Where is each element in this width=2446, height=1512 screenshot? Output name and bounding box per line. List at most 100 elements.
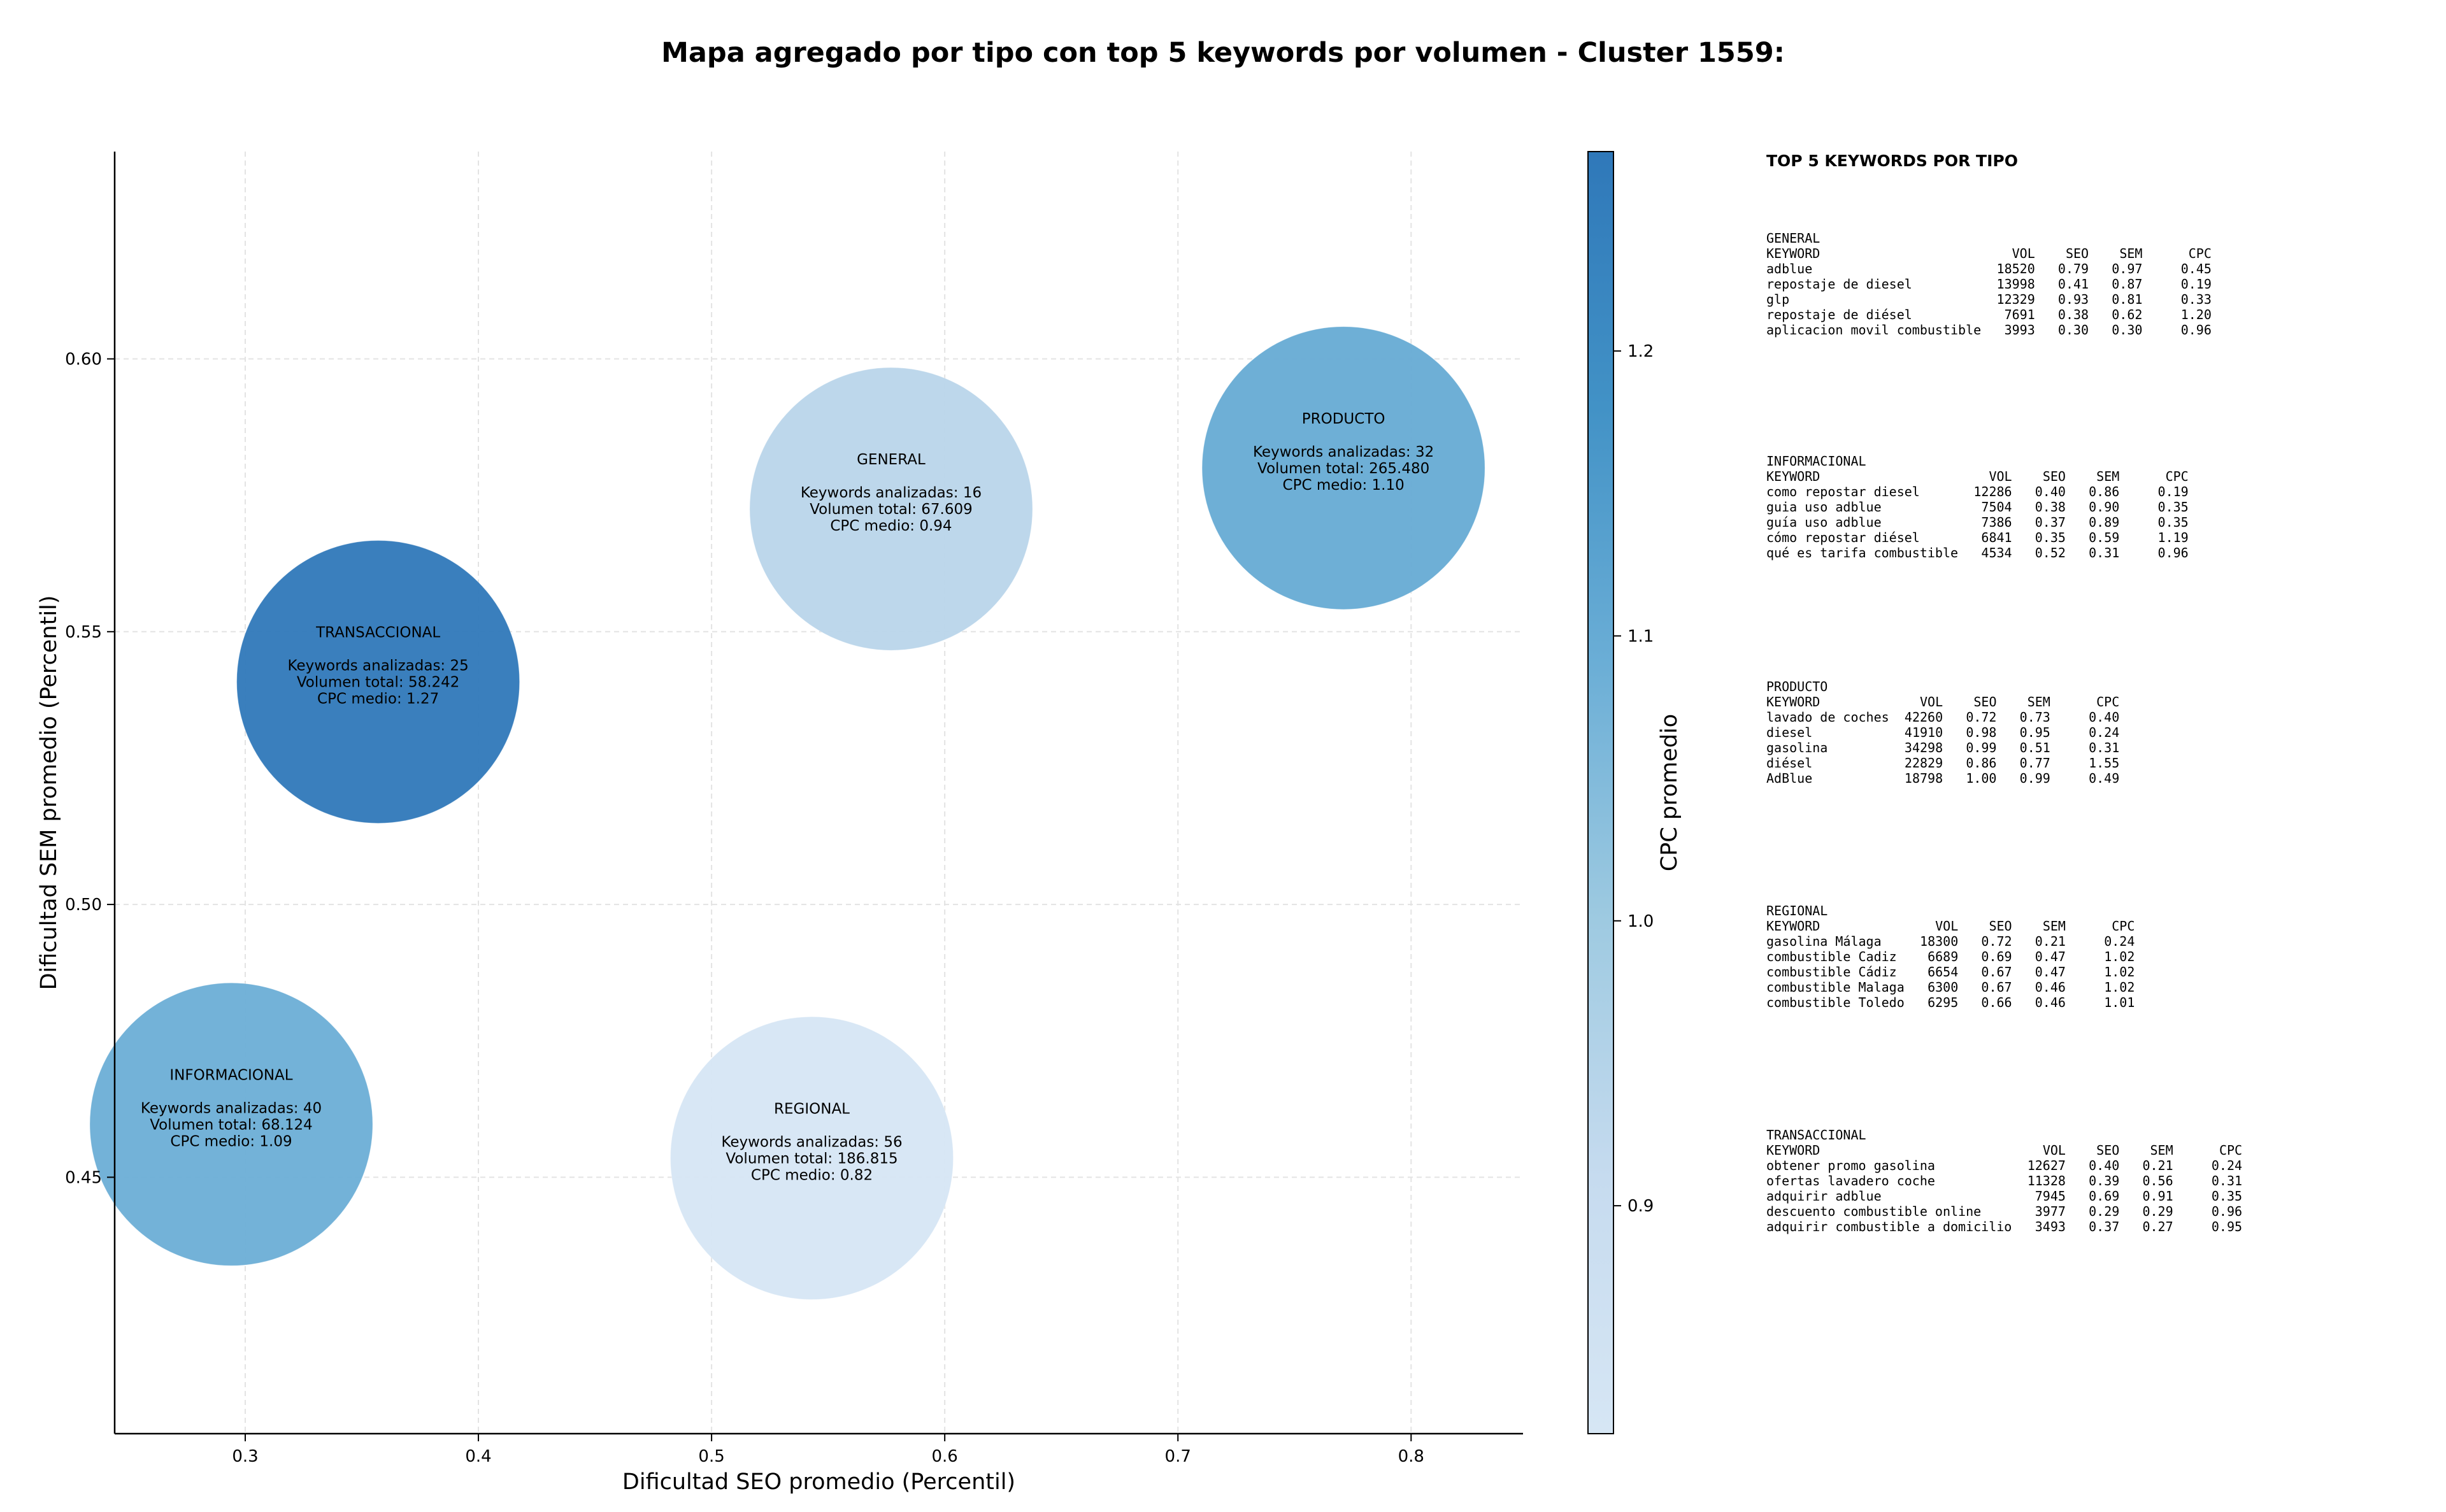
- keyword-table-regional: REGIONAL KEYWORD VOL SEO SEM CPC gasolina Mála…: [1766, 903, 2135, 1010]
- volume-cell: 12286: [1973, 484, 2012, 499]
- bubble-stat-label: CPC medio: 1.10: [1283, 477, 1405, 494]
- bubble-stat-label: CPC medio: 0.82: [751, 1167, 873, 1183]
- sem-cell: 0.29: [2142, 1204, 2173, 1219]
- cpc-cell: CPC: [2096, 694, 2120, 710]
- cpc-cell: 0.35: [2157, 499, 2189, 515]
- seo-cell: 0.98: [1966, 725, 1997, 740]
- bubble-stat-label: Keywords analizadas: 40: [141, 1100, 322, 1116]
- seo-cell: 0.69: [2089, 1188, 2120, 1204]
- colorbar-tick-label: 1.2: [1627, 342, 1654, 361]
- y-axis-label: Dificultad SEM promedio (Percentil): [36, 596, 62, 990]
- keyword-cell: KEYWORD: [1766, 246, 1820, 261]
- volume-cell: 12329: [1996, 292, 2035, 307]
- sem-cell: 0.73: [2019, 710, 2050, 725]
- seo-cell: 0.39: [2089, 1173, 2120, 1188]
- cpc-cell: 0.24: [2104, 934, 2135, 949]
- seo-cell: 0.40: [2089, 1158, 2120, 1173]
- sem-cell: 0.21: [2142, 1158, 2173, 1173]
- cpc-cell: CPC: [2112, 918, 2135, 934]
- bubble-type-label: INFORMACIONAL: [169, 1067, 292, 1083]
- cpc-cell: 0.19: [2180, 276, 2212, 292]
- bubble-type-label: REGIONAL: [774, 1101, 850, 1117]
- sem-cell: 0.81: [2112, 292, 2143, 307]
- sem-cell: SEM: [2096, 469, 2120, 484]
- cpc-cell: CPC: [2188, 246, 2212, 261]
- volume-cell: 7386: [1981, 515, 2012, 530]
- keyword-cell: adblue: [1766, 261, 1813, 276]
- keyword-cell: guia uso adblue: [1766, 499, 1882, 515]
- seo-cell: 0.72: [1966, 710, 1997, 725]
- keyword-cell: repostaje de diesel: [1766, 276, 1912, 292]
- cpc-cell: 1.19: [2157, 530, 2189, 545]
- volume-cell: 7691: [2004, 307, 2035, 322]
- bubble-stat-label: Volumen total: 68.124: [150, 1116, 313, 1133]
- keyword-table-header: KEYWORD VOL SEO SEM CPC: [1766, 694, 2119, 710]
- cpc-cell: 0.40: [2089, 710, 2120, 725]
- cpc-cell: 0.24: [2211, 1158, 2243, 1173]
- seo-cell: 0.38: [2057, 307, 2089, 322]
- seo-cell: 0.86: [1966, 755, 1997, 771]
- volume-cell: 34298: [1904, 740, 1943, 755]
- bubble-stat-label: Keywords analizadas: 56: [721, 1134, 902, 1150]
- keyword-table-row: adblue 18520 0.79 0.97 0.45: [1766, 261, 2212, 276]
- keyword-table-row: combustible Cádiz 6654 0.67 0.47 1.02: [1766, 964, 2135, 980]
- keyword-cell: descuento combustible online: [1766, 1204, 1982, 1219]
- sem-cell: 0.90: [2089, 499, 2120, 515]
- keyword-table-row: gasolina 34298 0.99 0.51 0.31: [1766, 740, 2119, 755]
- cpc-cell: 0.24: [2089, 725, 2120, 740]
- keyword-cell: diésel: [1766, 755, 1813, 771]
- cpc-cell: 1.02: [2104, 964, 2135, 980]
- x-axis-label: Dificultad SEO promedio (Percentil): [622, 1469, 1015, 1495]
- cpc-cell: 1.55: [2089, 755, 2120, 771]
- seo-cell: 0.37: [2035, 515, 2066, 530]
- axes: 0.3 0.4 0.5 0.6 0.7 0.8 0.45 0.50 0.55 0.60 Dificu…: [36, 152, 1523, 1495]
- bubble-stat-label: CPC medio: 1.27: [317, 691, 439, 708]
- keyword-table-transaccional: TRANSACCIONAL KEYWORD VOL SEO SEM CPC obtener …: [1766, 1127, 2242, 1234]
- cpc-cell: CPC: [2219, 1143, 2243, 1158]
- sem-cell: 0.86: [2089, 484, 2120, 499]
- sem-cell: 0.99: [2019, 771, 2050, 786]
- x-tick-label: 0.3: [232, 1447, 258, 1466]
- volume-cell: 12627: [2027, 1158, 2066, 1173]
- keyword-cell: ofertas lavadero coche: [1766, 1173, 1935, 1188]
- cpc-cell: 0.96: [2157, 545, 2189, 560]
- sem-cell: 0.77: [2019, 755, 2050, 771]
- keyword-cell: cómo repostar diésel: [1766, 530, 1920, 545]
- volume-cell: 3993: [2004, 322, 2035, 338]
- keyword-table-row: combustible Malaga 6300 0.67 0.46 1.02: [1766, 980, 2135, 995]
- seo-cell: 1.00: [1966, 771, 1997, 786]
- keyword-table-row: repostaje de diesel 13998 0.41 0.87 0.19: [1766, 276, 2212, 292]
- y-tick-label: 0.50: [65, 895, 102, 915]
- sem-cell: 0.21: [2035, 934, 2066, 949]
- x-tick-label: 0.6: [931, 1447, 957, 1466]
- keyword-table-row: repostaje de diésel 7691 0.38 0.62 1.20: [1766, 307, 2212, 322]
- sem-cell: 0.89: [2089, 515, 2120, 530]
- keyword-table-row: qué es tarifa combustible 4534 0.52 0.31 0.9…: [1766, 545, 2189, 560]
- keyword-table-row: cómo repostar diésel 6841 0.35 0.59 1.19: [1766, 530, 2189, 545]
- top-keywords-heading: TOP 5 KEYWORDS POR TIPO: [1766, 152, 2018, 170]
- x-tick-label: 0.8: [1398, 1447, 1424, 1466]
- keyword-cell: como repostar diesel: [1766, 484, 1920, 499]
- bubble-stat-label: Keywords analizadas: 16: [801, 485, 982, 501]
- chart-title: Mapa agregado por tipo con top 5 keyword…: [661, 37, 1785, 69]
- keyword-cell: combustible Cadiz: [1766, 949, 1897, 964]
- sem-cell: 0.47: [2035, 964, 2066, 980]
- volume-cell: 6841: [1981, 530, 2012, 545]
- sem-cell: SEM: [2150, 1143, 2173, 1158]
- keyword-table-header: KEYWORD VOL SEO SEM CPC: [1766, 469, 2189, 484]
- volume-cell: 6300: [1927, 980, 1959, 995]
- seo-cell: 0.69: [1981, 949, 2012, 964]
- keyword-cell: KEYWORD: [1766, 918, 1820, 934]
- keyword-table-type: TRANSACCIONAL: [1766, 1127, 1866, 1143]
- volume-cell: 6295: [1927, 995, 1959, 1010]
- seo-cell: 0.99: [1966, 740, 1997, 755]
- volume-cell: 6689: [1927, 949, 1959, 964]
- sem-cell: 0.31: [2089, 545, 2120, 560]
- seo-cell: SEO: [2065, 246, 2089, 261]
- keyword-table-row: gasolina Málaga 18300 0.72 0.21 0.24: [1766, 934, 2135, 949]
- keyword-cell: qué es tarifa combustible: [1766, 545, 1959, 560]
- keyword-cell: gasolina Málaga: [1766, 934, 1882, 949]
- seo-cell: SEO: [1989, 918, 2012, 934]
- cpc-cell: 0.49: [2089, 771, 2120, 786]
